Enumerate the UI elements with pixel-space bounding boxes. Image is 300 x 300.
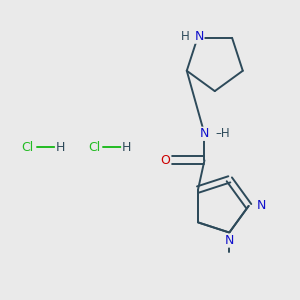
Text: Cl: Cl — [22, 141, 34, 154]
Text: N: N — [194, 30, 204, 43]
Text: Cl: Cl — [88, 141, 100, 154]
Text: H: H — [181, 30, 189, 43]
Text: H: H — [122, 141, 131, 154]
Text: N: N — [200, 127, 209, 140]
Text: O: O — [161, 154, 170, 167]
Text: –H: –H — [216, 127, 230, 140]
Text: N: N — [257, 200, 266, 212]
Text: N: N — [225, 234, 234, 247]
Text: H: H — [56, 141, 65, 154]
